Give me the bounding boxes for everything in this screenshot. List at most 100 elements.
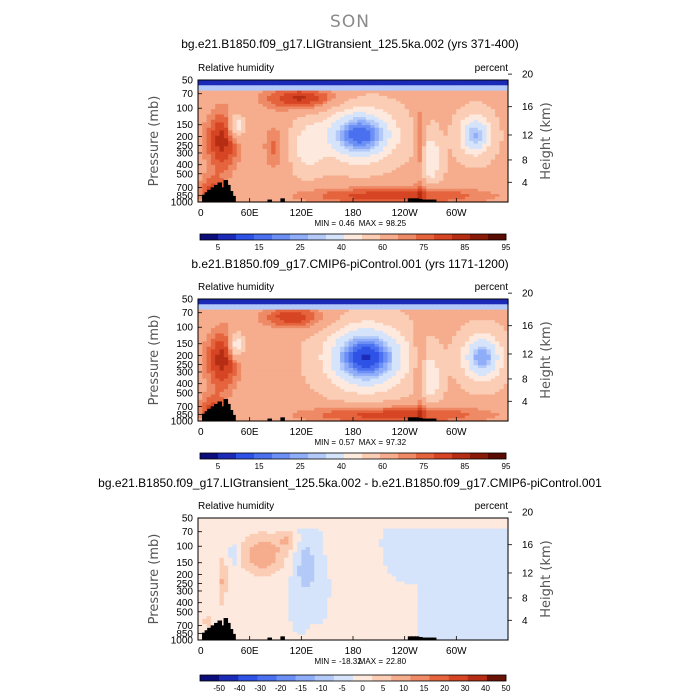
contour-cell: [232, 141, 238, 145]
contour-cell: [456, 151, 462, 155]
contour-cell: [486, 314, 492, 319]
contour-cell: [434, 114, 440, 118]
contour-cell: [378, 188, 384, 192]
contour-cell: [344, 306, 350, 311]
contour-cell: [430, 306, 436, 311]
contour-cell: [245, 178, 251, 182]
contour-cell: [447, 170, 453, 174]
contour-cell: [198, 180, 203, 185]
contour-cell: [297, 141, 302, 145]
contour-cell: [413, 80, 419, 84]
contour-cell: [460, 151, 466, 155]
contour-cell: [391, 109, 397, 113]
contour-cell: [391, 117, 397, 121]
contour-cell: [335, 162, 341, 166]
contour-cell: [434, 82, 440, 86]
contour-cell: [383, 314, 389, 319]
contour-cell: [258, 109, 264, 113]
contour-cell: [396, 314, 401, 319]
contour-cell: [335, 194, 341, 198]
contour-cell: [335, 159, 341, 163]
contour-cell: [365, 170, 371, 174]
contour-cell: [262, 183, 268, 187]
contour-cell: [383, 312, 389, 316]
contour-cell: [288, 159, 294, 163]
contour-cell: [223, 101, 229, 105]
contour-cell: [447, 312, 453, 316]
contour-cell: [322, 317, 328, 321]
contour-cell: [452, 154, 457, 158]
contour-cell: [378, 186, 384, 190]
contour-cell: [271, 98, 277, 102]
contour-cell: [314, 188, 320, 192]
contour-cell: [253, 164, 259, 169]
contour-cell: [297, 172, 302, 177]
contour-cell: [361, 106, 367, 110]
contour-cell: [314, 133, 320, 137]
contour-cell: [374, 159, 380, 163]
contour-cell: [443, 183, 449, 187]
contour-cell: [309, 317, 315, 321]
contour-cell: [292, 148, 298, 153]
contour-cell: [452, 103, 457, 108]
contour-cell: [301, 183, 307, 187]
contour-cell: [365, 199, 371, 203]
contour-cell: [314, 93, 320, 97]
contour-cell: [374, 170, 380, 174]
contour-cell: [297, 301, 302, 305]
contour-cell: [413, 154, 419, 158]
contour-cell: [266, 306, 272, 311]
contour-cell: [258, 170, 264, 174]
contour-cell: [477, 156, 483, 161]
contour-cell: [499, 154, 505, 158]
contour-cell: [400, 314, 406, 319]
contour-cell: [447, 162, 453, 166]
contour-cell: [236, 183, 242, 187]
contour-cell: [344, 95, 350, 100]
contour-cell: [490, 309, 496, 313]
contour-cell: [322, 162, 328, 166]
contour-cell: [430, 191, 436, 195]
contour-cell: [236, 170, 242, 174]
contour-cell: [365, 162, 371, 166]
contour-cell: [439, 312, 445, 316]
contour-cell: [262, 156, 268, 161]
contour-cell: [464, 309, 470, 313]
terrain-bar: [431, 199, 437, 202]
contour-cell: [365, 141, 371, 145]
colorbar-label: 85: [460, 243, 469, 252]
contour-cell: [400, 127, 406, 131]
terrain-bar: [223, 180, 229, 202]
contour-cell: [439, 138, 445, 142]
contour-cell: [396, 114, 401, 118]
contour-cell: [460, 175, 466, 179]
contour-cell: [253, 138, 259, 142]
contour-cell: [378, 299, 384, 303]
contour-cell: [456, 156, 462, 161]
contour-cell: [477, 167, 483, 171]
contour-cell: [477, 148, 483, 153]
contour-cell: [327, 191, 333, 195]
contour-cell: [335, 106, 341, 110]
contour-cell: [223, 93, 229, 97]
contour-cell: [374, 106, 380, 110]
contour-cell: [301, 151, 307, 155]
contour-cell: [391, 119, 397, 124]
contour-cell: [477, 191, 483, 195]
contour-cell: [232, 304, 238, 308]
contour-cell: [469, 80, 475, 84]
contour-cell: [318, 159, 324, 163]
contour-cell: [210, 170, 216, 174]
contour-cell: [447, 156, 453, 161]
contour-cell: [495, 299, 500, 303]
contour-cell: [430, 125, 436, 129]
contour-cell: [408, 178, 414, 182]
contour-cell: [258, 146, 264, 150]
contour-cell: [383, 111, 389, 116]
contour-cell: [271, 309, 277, 313]
contour-cell: [309, 85, 315, 89]
contour-cell: [499, 98, 505, 102]
contour-cell: [426, 133, 432, 137]
contour-cell: [473, 312, 479, 316]
contour-cell: [464, 186, 470, 190]
